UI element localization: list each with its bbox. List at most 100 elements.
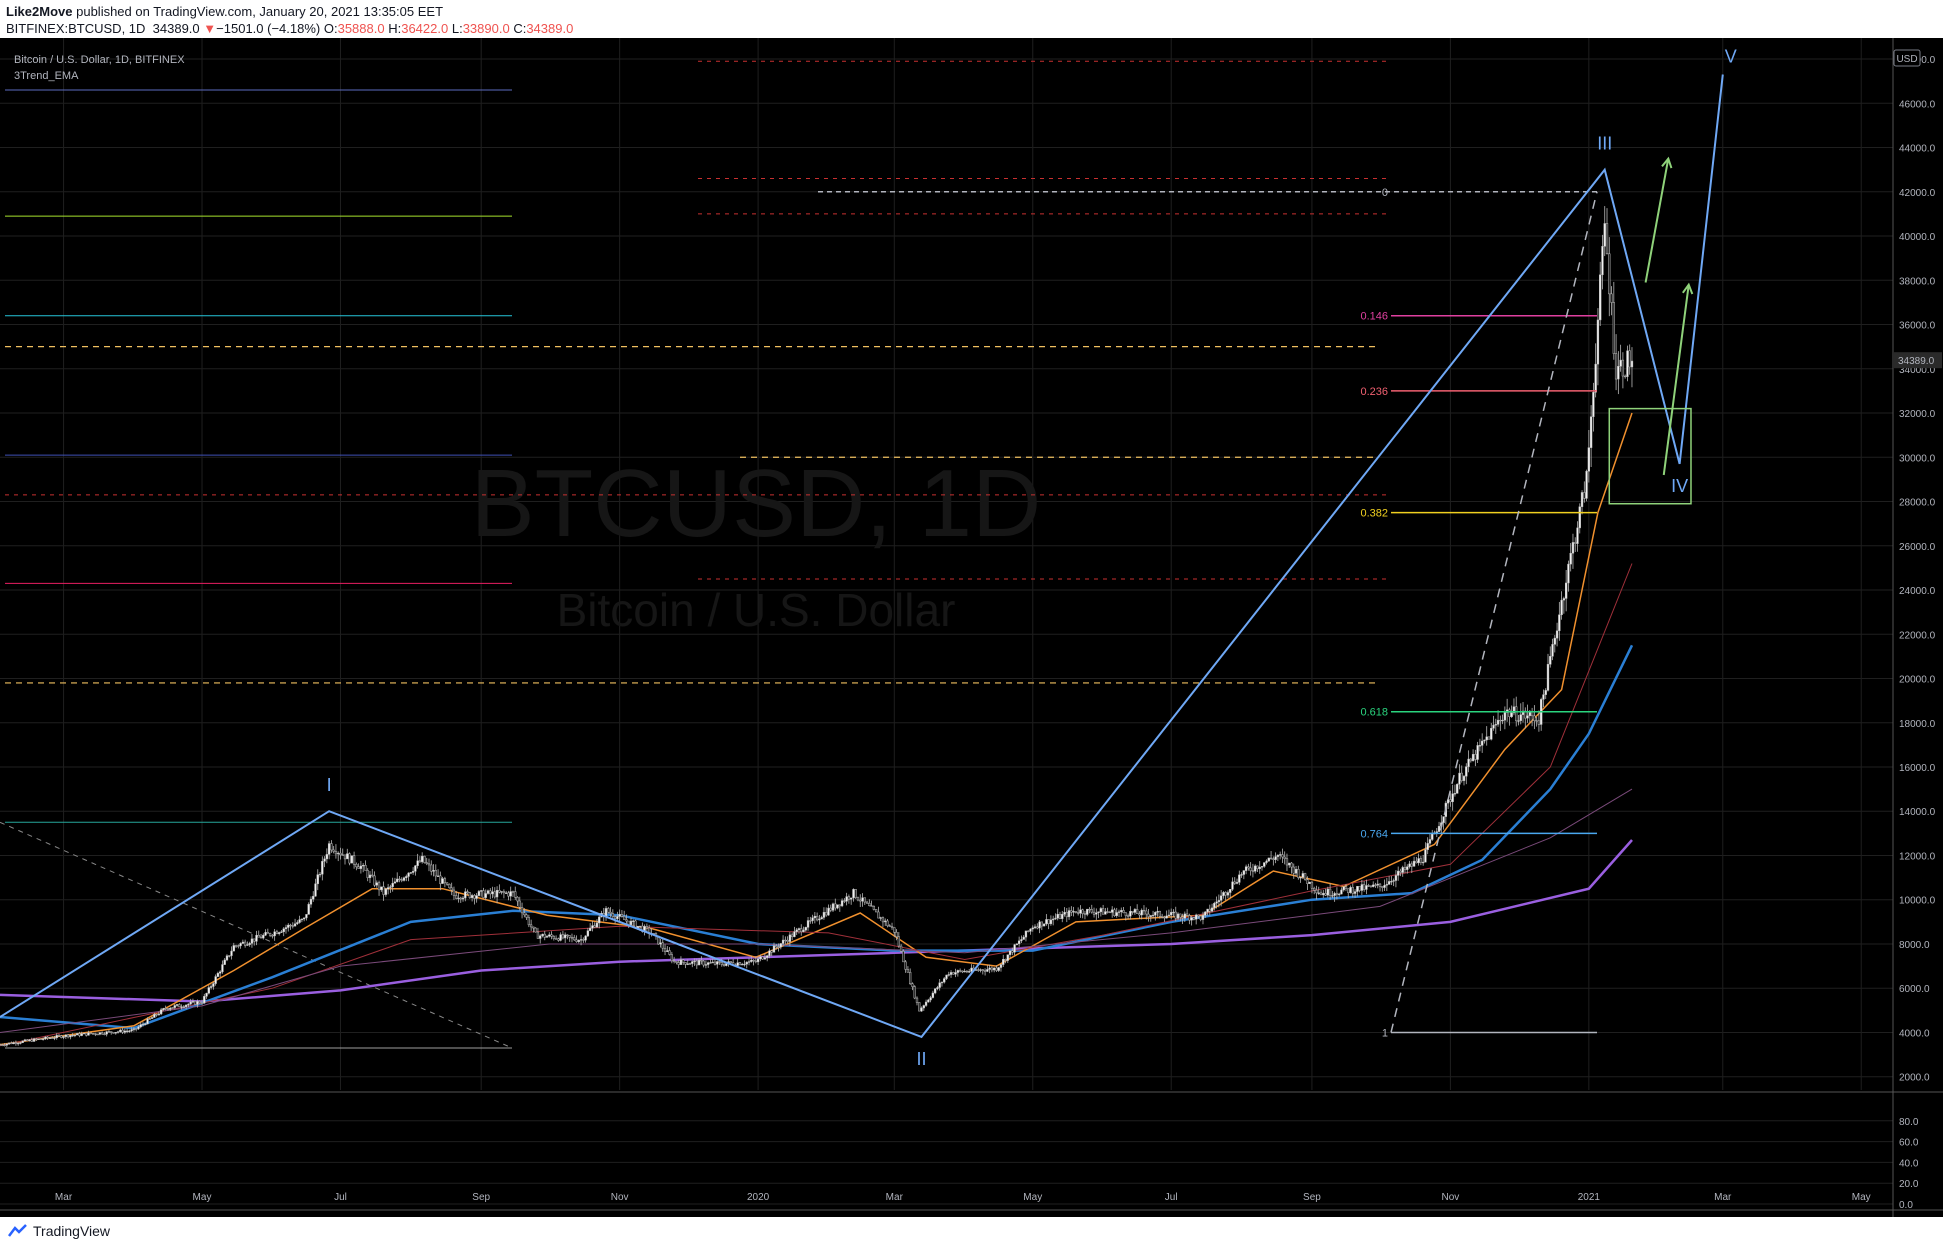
candle-body: [377, 882, 381, 891]
candle-body: [523, 912, 526, 916]
candle-body: [1467, 758, 1470, 767]
candle-body: [1585, 471, 1588, 499]
candle-body: [1076, 912, 1080, 914]
candle-body: [675, 961, 678, 963]
candle-body: [1247, 866, 1250, 869]
projection-arrow-2[interactable]: [1662, 284, 1690, 476]
candle-body: [203, 996, 206, 1004]
candle-body: [570, 937, 574, 939]
candle-body: [1494, 724, 1497, 726]
candle-body: [1496, 719, 1500, 725]
candle-body: [166, 1008, 170, 1010]
candle-body: [1408, 863, 1411, 867]
candle-body: [1140, 909, 1143, 916]
candle-body: [1390, 881, 1393, 883]
price-axis[interactable]: 2000.0 4000.0 6000.0 8000.0 10000.0 12000.0 14…: [1892, 38, 1943, 1217]
author-name[interactable]: Like2Move: [6, 4, 73, 19]
candle-body: [1192, 917, 1196, 920]
candle-body: [371, 874, 374, 877]
fib-retracement[interactable]: 0 0.146 0.236 0.382 0.618 0.764 1: [818, 187, 1598, 1040]
candle-body: [1283, 856, 1286, 859]
time-tick: May: [193, 1192, 212, 1203]
candle-body: [1242, 870, 1245, 875]
candle-body: [1562, 598, 1566, 601]
candle-body: [781, 939, 785, 944]
candle-body: [1574, 542, 1577, 544]
legend-title: Bitcoin / U.S. Dollar, 1D, BITFINEX: [14, 54, 185, 66]
watermark-sub: Bitcoin / U.S. Dollar: [557, 584, 956, 636]
candle-body: [702, 960, 705, 966]
candle-body: [1154, 912, 1157, 916]
currency-badge[interactable]: USD: [1893, 49, 1921, 67]
candle-body: [1549, 656, 1552, 665]
fib-label-0.764: 0.764: [1360, 828, 1388, 840]
tradingview-logo[interactable]: TradingView: [8, 1223, 110, 1239]
candle-body: [41, 1038, 45, 1040]
candle-body: [884, 920, 887, 923]
candle-body: [85, 1032, 88, 1036]
candle-body: [1458, 772, 1461, 785]
candle-body: [1610, 293, 1613, 303]
fib-trend-line[interactable]: [1390, 191, 1598, 1033]
candle-body: [389, 886, 392, 888]
candle-body: [802, 929, 805, 933]
fib-label-0.618: 0.618: [1360, 707, 1388, 719]
candle-body: [1254, 865, 1257, 872]
candle-body: [763, 957, 767, 960]
candle-body: [988, 967, 991, 970]
candle-body: [1387, 881, 1391, 885]
candle-body: [552, 936, 555, 939]
ema-thin-line: [0, 563, 1633, 1047]
wave-path[interactable]: [0, 74, 1724, 1039]
candle-body: [250, 938, 254, 944]
candle-body: [391, 882, 394, 887]
candle-body: [114, 1032, 117, 1034]
candle-body: [1614, 353, 1618, 380]
candle-body: [414, 865, 417, 872]
target-zone-box[interactable]: [1608, 407, 1692, 505]
candle-body: [1417, 858, 1420, 864]
candle-body: [1315, 889, 1318, 894]
candle-body: [929, 997, 932, 1001]
candle-body: [316, 874, 319, 885]
candle-body: [520, 907, 524, 914]
candle-body: [87, 1032, 90, 1036]
candle-body: [1070, 910, 1073, 913]
time-tick: Nov: [1441, 1192, 1459, 1203]
candle-body: [977, 969, 980, 971]
price-tick: 24000.0: [1899, 586, 1936, 597]
candle-body: [1111, 909, 1114, 913]
published-info: published on TradingView.com, January 20…: [76, 4, 444, 19]
candle-body: [1131, 911, 1134, 913]
candle-body: [323, 858, 326, 862]
candle-body: [1133, 909, 1137, 913]
legend: Bitcoin / U.S. Dollar, 1D, BITFINEX 3Tre…: [14, 54, 185, 82]
candle-body: [489, 890, 492, 895]
candle-body: [0, 1044, 2, 1046]
candle-body: [663, 947, 667, 952]
candle-body: [1437, 826, 1441, 832]
chart-canvas[interactable]: BTCUSD, 1D Bitcoin / U.S. Dollar 00.1460…: [0, 38, 1943, 1217]
candle-body: [366, 870, 369, 878]
fib-label-0.382: 0.382: [1360, 508, 1388, 520]
candle-body: [182, 1006, 186, 1008]
candle-body: [1049, 919, 1053, 925]
candle-body: [747, 961, 751, 963]
candle-body: [661, 942, 664, 949]
candle-body: [355, 864, 358, 868]
time-tick: Mar: [55, 1192, 73, 1203]
open-value: 35888.0: [337, 21, 385, 36]
candle-body: [246, 944, 249, 946]
candle-body: [327, 843, 331, 855]
candle-body: [495, 890, 499, 898]
candle-body: [688, 963, 692, 965]
candle-body: [1126, 915, 1130, 917]
candle-body: [888, 925, 891, 927]
candle-body: [480, 890, 483, 892]
candle-body: [613, 916, 617, 919]
candle-body: [1322, 893, 1325, 896]
candle-body: [1624, 375, 1627, 378]
projection-arrow-1[interactable]: [1644, 158, 1670, 283]
time-axis[interactable]: Mar May Jul Sep Nov 2020 Mar May Jul Sep Nov 2021 Ma…: [0, 1192, 1943, 1211]
